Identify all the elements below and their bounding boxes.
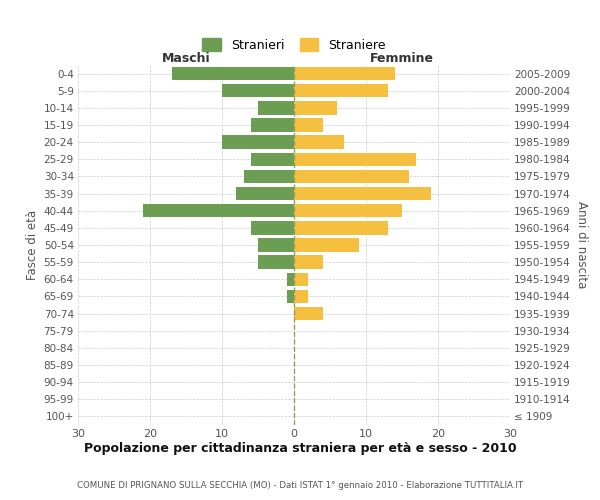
Bar <box>294 307 323 320</box>
Bar <box>294 272 308 286</box>
Bar <box>294 290 308 303</box>
Bar <box>172 67 294 80</box>
Bar <box>258 101 294 114</box>
Bar <box>294 101 337 114</box>
Legend: Stranieri, Straniere: Stranieri, Straniere <box>202 38 386 52</box>
Bar <box>251 152 294 166</box>
Bar <box>258 238 294 252</box>
Y-axis label: Fasce di età: Fasce di età <box>26 210 40 280</box>
Bar <box>251 221 294 234</box>
Bar <box>287 272 294 286</box>
Bar <box>294 170 409 183</box>
Bar <box>222 136 294 149</box>
Bar <box>244 170 294 183</box>
Bar <box>143 204 294 218</box>
Bar <box>222 84 294 98</box>
Bar <box>294 221 388 234</box>
Bar <box>258 256 294 269</box>
Text: Maschi: Maschi <box>161 52 211 65</box>
Bar <box>294 238 359 252</box>
Bar <box>294 67 395 80</box>
Bar <box>287 290 294 303</box>
Text: Femmine: Femmine <box>370 52 434 65</box>
Bar <box>294 152 416 166</box>
Text: COMUNE DI PRIGNANO SULLA SECCHIA (MO) - Dati ISTAT 1° gennaio 2010 - Elaborazion: COMUNE DI PRIGNANO SULLA SECCHIA (MO) - … <box>77 481 523 490</box>
Bar <box>294 204 402 218</box>
Bar <box>294 84 388 98</box>
Bar <box>294 256 323 269</box>
Bar <box>294 136 344 149</box>
Text: Popolazione per cittadinanza straniera per età e sesso - 2010: Popolazione per cittadinanza straniera p… <box>83 442 517 455</box>
Bar <box>294 187 431 200</box>
Y-axis label: Anni di nascita: Anni di nascita <box>575 202 588 288</box>
Bar <box>294 118 323 132</box>
Bar <box>251 118 294 132</box>
Bar <box>236 187 294 200</box>
